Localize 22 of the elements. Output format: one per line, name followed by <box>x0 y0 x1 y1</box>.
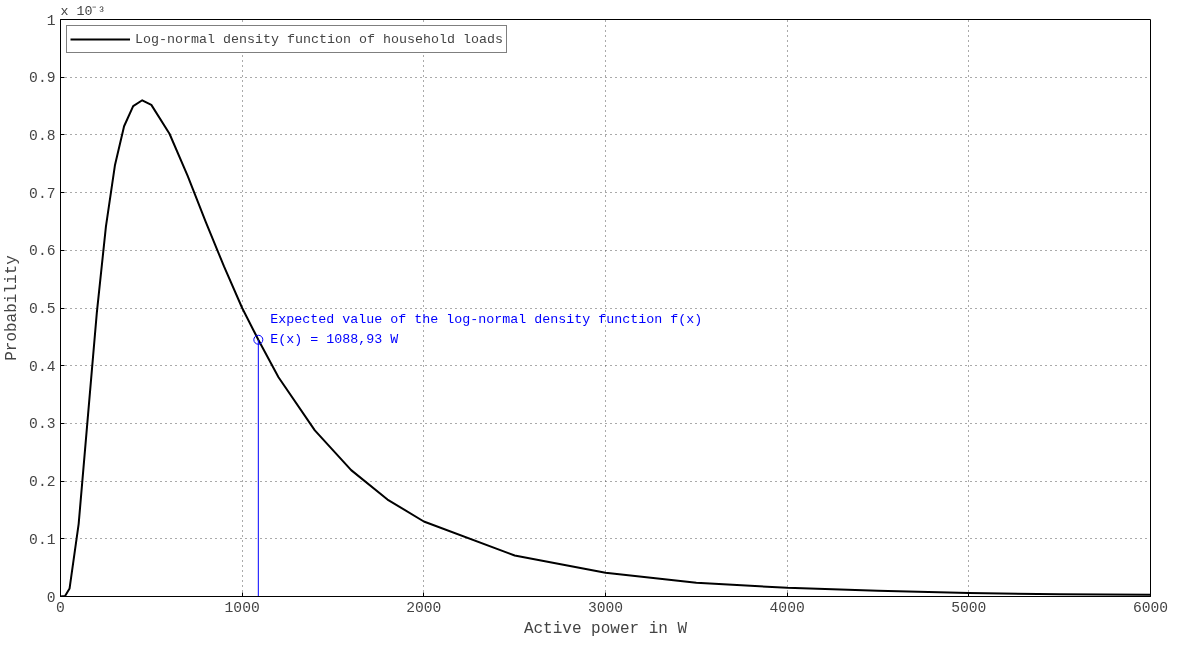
y-axis-title: Probability <box>3 254 22 361</box>
x-tick-label: 1000 <box>224 599 260 616</box>
text: x 10⁻³ <box>60 3 106 19</box>
y-tick-label: 0.6 <box>29 243 56 260</box>
y-tick-label: 1 <box>46 12 56 29</box>
x-axis-title: Active power in W <box>523 619 688 638</box>
legend-label: Log-normal density function of household loads <box>135 31 503 47</box>
y-tick-label: 0.5 <box>29 301 56 317</box>
y-tick-label: 0.1 <box>29 531 56 548</box>
x-tick-label: 6000 <box>1132 599 1169 616</box>
y-tick-label: 0.8 <box>29 127 56 144</box>
y-tick-label: 0.9 <box>29 70 56 87</box>
annotation: E(x) = 1088,93 W <box>270 332 399 348</box>
y-tick-label: 0.3 <box>29 416 56 433</box>
y-tick-label: 0.4 <box>29 358 56 375</box>
x-tick-label: 2000 <box>406 599 442 616</box>
x-tick-label: 5000 <box>951 599 987 616</box>
x-tick-label: 3000 <box>587 599 624 616</box>
y-tick-label: 0.7 <box>29 185 56 202</box>
annotation: Expected value of the log-normal density function f(x) <box>270 312 703 328</box>
x-tick-label: 4000 <box>769 599 805 616</box>
y-tick-label: 0.2 <box>29 474 56 491</box>
